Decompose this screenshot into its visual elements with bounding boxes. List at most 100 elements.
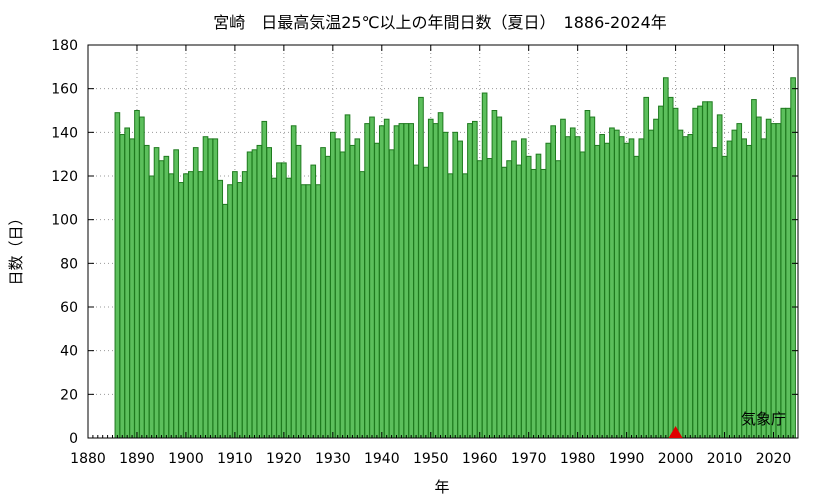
bar-2024	[790, 77, 796, 439]
bar-1913	[246, 151, 253, 439]
x-tick-label: 2010	[707, 451, 743, 467]
bar-1987	[609, 127, 615, 439]
bar-1961	[481, 92, 488, 439]
bar-2011	[726, 140, 733, 439]
bar-1983	[589, 116, 596, 439]
bar-1951	[432, 123, 439, 439]
y-tick-label: 20	[60, 387, 78, 403]
x-tick-label: 1960	[462, 451, 498, 467]
y-tick-label: 0	[69, 431, 78, 447]
bar-1916	[261, 120, 268, 439]
bar-2005	[697, 105, 703, 439]
bar-1923	[295, 144, 302, 439]
bar-2000	[672, 107, 679, 439]
x-tick-label: 1970	[511, 451, 547, 467]
bar-1886	[114, 112, 121, 439]
bar-2021	[775, 123, 782, 439]
bar-1947	[413, 164, 419, 439]
bar-1959	[472, 120, 478, 439]
bar-2007	[707, 101, 713, 439]
bar-1904	[202, 136, 209, 439]
bar-1887	[119, 134, 126, 439]
bar-1917	[266, 147, 273, 439]
bar-1990	[623, 142, 630, 439]
bar-1900	[183, 173, 189, 439]
bar-1919	[276, 162, 282, 439]
bar-1967	[511, 140, 517, 439]
y-axis-label: 日数（日）	[7, 210, 25, 285]
bar-1903	[197, 171, 204, 439]
bar-1952	[437, 112, 444, 439]
bar-1926	[310, 164, 317, 439]
axes: 0 20 40 60 80 100 120 140 160 180 1880 1890 1900 1910…	[51, 38, 799, 467]
bar-1989	[618, 136, 625, 439]
y-tick-label: 60	[60, 300, 78, 316]
bar-1938	[369, 116, 375, 439]
bar-1948	[418, 96, 424, 439]
bar-1912	[241, 171, 248, 439]
bar-2014	[741, 138, 747, 439]
bar-1909	[227, 184, 233, 439]
bar-1992	[633, 155, 640, 439]
bar-1956	[457, 140, 463, 439]
bar-1921	[285, 177, 292, 439]
x-tick-label: 1930	[315, 451, 351, 467]
bar-2004	[692, 107, 698, 439]
bar-1898	[173, 149, 179, 439]
bar-1891	[139, 116, 145, 439]
bar-1899	[178, 182, 184, 439]
bar-1918	[271, 177, 277, 439]
bar-1894	[153, 147, 160, 439]
x-tick-label: 1890	[119, 451, 155, 467]
bar-1970	[525, 155, 532, 439]
bar-1933	[344, 114, 351, 439]
bar-1907	[217, 179, 224, 439]
bar-1890	[134, 110, 140, 439]
bar-1906	[212, 138, 219, 439]
bar-2010	[721, 155, 728, 439]
highlight-marker-triangle	[668, 426, 683, 438]
bar-1930	[330, 131, 336, 439]
bar-1949	[423, 166, 429, 439]
bar-1958	[467, 123, 473, 439]
bar-1920	[281, 162, 287, 439]
bar-1937	[364, 123, 370, 439]
y-tick-label: 180	[51, 38, 78, 54]
bar-1977	[560, 118, 566, 439]
chart-title: 宮崎 日最高気温25℃以上の年間日数（夏日） 1886-2024年	[213, 13, 667, 32]
bar-1942	[388, 149, 395, 439]
y-tick-label: 160	[51, 82, 78, 98]
bar-2022	[780, 107, 787, 439]
bar-2019	[765, 118, 772, 439]
bar-2002	[682, 136, 689, 439]
bar-1927	[315, 184, 321, 439]
bar-2023	[785, 107, 792, 439]
plot-frame	[87, 44, 799, 439]
bar-1932	[339, 151, 346, 439]
bar-1996	[653, 118, 659, 439]
y-tick-label: 80	[60, 256, 78, 272]
bar-1969	[520, 138, 527, 439]
bar-1965	[501, 166, 508, 439]
bar-1984	[594, 144, 601, 439]
bar-1974	[545, 142, 552, 439]
y-tick-label: 100	[51, 213, 78, 229]
bar-1889	[129, 138, 135, 439]
bar-2015	[746, 144, 752, 439]
bar-1957	[462, 173, 468, 439]
bar-1986	[604, 142, 610, 439]
bar-1910	[232, 171, 238, 439]
bar-1978	[565, 136, 571, 439]
bar-1993	[638, 138, 645, 439]
bar-2013	[736, 123, 743, 439]
y-tick-label: 120	[51, 169, 78, 185]
bar-1972	[535, 153, 542, 439]
bar-1946	[408, 123, 415, 439]
x-tick-label: 1880	[70, 451, 106, 467]
bar-1908	[222, 203, 228, 439]
bar-1905	[207, 138, 214, 439]
bar-1945	[403, 123, 410, 439]
bar-1964	[496, 116, 503, 439]
y-tick-label: 140	[51, 125, 78, 141]
x-tick-label: 2000	[658, 451, 694, 467]
